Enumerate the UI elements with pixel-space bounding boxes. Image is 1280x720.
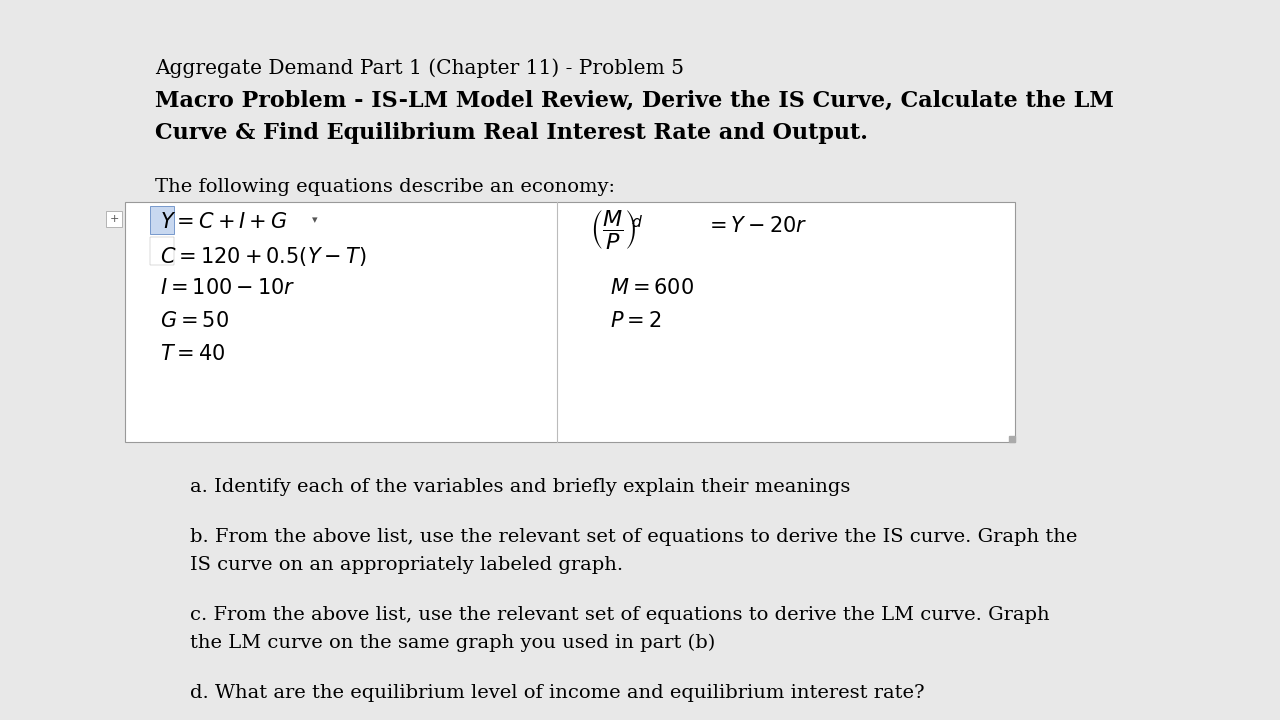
Text: d. What are the equilibrium level of income and equilibrium interest rate?: d. What are the equilibrium level of inc… [189,684,924,702]
Text: b. From the above list, use the relevant set of equations to derive the IS curve: b. From the above list, use the relevant… [189,528,1078,546]
Text: The following equations describe an economy:: The following equations describe an econ… [155,178,614,196]
Text: $I = 100 - 10r$: $I = 100 - 10r$ [160,278,296,298]
Text: $P = 2$: $P = 2$ [611,311,662,331]
Text: $C = 120 + 0.5(Y - T)$: $C = 120 + 0.5(Y - T)$ [160,245,366,268]
Text: $= Y - 20r$: $= Y - 20r$ [705,216,808,236]
FancyBboxPatch shape [125,202,1015,442]
Text: the LM curve on the same graph you used in part (b): the LM curve on the same graph you used … [189,634,716,652]
Text: $M = 600$: $M = 600$ [611,278,694,298]
Text: $G = 50$: $G = 50$ [160,311,229,331]
Text: Curve & Find Equilibrium Real Interest Rate and Output.: Curve & Find Equilibrium Real Interest R… [155,122,868,144]
Text: Aggregate Demand Part 1 (Chapter 11) - Problem 5: Aggregate Demand Part 1 (Chapter 11) - P… [155,58,684,78]
FancyBboxPatch shape [150,206,174,234]
FancyBboxPatch shape [10,10,1265,710]
Text: c. From the above list, use the relevant set of equations to derive the LM curve: c. From the above list, use the relevant… [189,606,1050,624]
Text: IS curve on an appropriately labeled graph.: IS curve on an appropriately labeled gra… [189,556,623,574]
FancyBboxPatch shape [106,211,122,227]
Text: a. Identify each of the variables and briefly explain their meanings: a. Identify each of the variables and br… [189,478,850,496]
Text: $\left(\dfrac{M}{P}\right)^{\!\!d}$: $\left(\dfrac{M}{P}\right)^{\!\!d}$ [590,208,644,251]
Text: ▾: ▾ [312,215,317,225]
Text: $T = 40$: $T = 40$ [160,344,225,364]
Text: Macro Problem - IS-LM Model Review, Derive the IS Curve, Calculate the LM: Macro Problem - IS-LM Model Review, Deri… [155,90,1114,112]
Text: $Y = C + I + G$: $Y = C + I + G$ [160,212,288,232]
FancyBboxPatch shape [150,237,174,265]
Text: +: + [109,214,119,224]
